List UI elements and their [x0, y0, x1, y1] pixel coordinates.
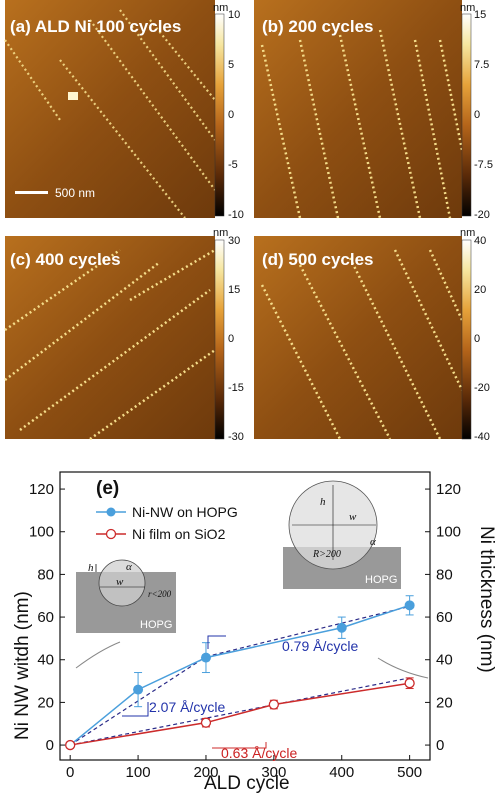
legend-label-nw: Ni-NW on HOPG [132, 504, 238, 520]
rate-label-2: 2.07 Å/cycle [149, 699, 225, 715]
y-tick-label: 120 [29, 481, 54, 498]
panel-label-e: (e) [96, 478, 119, 499]
afm-panel-a: 500 nm (a) ALD Ni 100 cycles nm 10 5 0 -… [5, 0, 244, 221]
legend-label-film: Ni film on SiO2 [132, 526, 226, 542]
panel-label-d: (d) 500 cycles [262, 250, 374, 269]
colorbar-c [215, 240, 224, 439]
afm-panel-c: (c) 400 cycles nm 30 15 0 -15 -30 [5, 227, 244, 443]
rate-label-3: 0.63 Å/cycle [221, 745, 297, 761]
cb-tick: -20 [474, 382, 490, 394]
inset-h: h [320, 496, 326, 508]
inset-h: h [88, 562, 94, 574]
x-tick-label: 500 [397, 764, 422, 781]
data-point-film [405, 679, 414, 688]
inset-right: h w α R>200 HOPG [283, 481, 401, 589]
y2-axis-title: Ni thickness (nm) [476, 526, 497, 673]
legend: Ni-NW on HOPG Ni film on SiO2 [96, 504, 238, 542]
cb-tick: 15 [474, 9, 486, 21]
legend-marker-nw [107, 508, 116, 517]
cb-tick: -40 [474, 431, 490, 443]
inset-w: w [349, 511, 357, 523]
data-point-nw [337, 623, 347, 633]
cb-tick: 15 [228, 284, 240, 296]
y-tick-label: 60 [37, 609, 54, 626]
inset-alpha: α [126, 561, 132, 573]
particle-blob [68, 92, 78, 100]
y2-tick-label: 20 [436, 694, 453, 711]
chart-e: 0100200300400500 020406080100120 0204060… [12, 472, 497, 794]
x-tick-label: 400 [329, 764, 354, 781]
x-tick-label: 0 [66, 764, 74, 781]
x-axis-title: ALD cycle [204, 773, 290, 794]
inset-alpha: α [370, 536, 376, 548]
cb-tick: 40 [474, 235, 486, 247]
colorbar-a [215, 14, 224, 216]
cb-tick: -10 [228, 209, 244, 221]
afm-panel-b: (b) 200 cycles nm 15 7.5 0 -7.5 -20 [254, 0, 493, 221]
cb-tick: 0 [474, 333, 480, 345]
cb-tick: -15 [228, 382, 244, 394]
y-tick-label: 100 [29, 524, 54, 541]
cb-tick: 7.5 [474, 59, 489, 71]
slope-triangle [208, 636, 226, 649]
x-tick-label: 100 [126, 764, 151, 781]
cb-tick: -7.5 [474, 159, 493, 171]
colorbar-b [462, 14, 471, 216]
legend-marker-film [107, 530, 116, 539]
rate-label-1: 0.79 Å/cycle [282, 638, 358, 654]
inset-r: r<200 [148, 589, 172, 599]
y2-tick-label: 0 [436, 737, 444, 754]
data-point-film [201, 718, 210, 727]
panel-label-b: (b) 200 cycles [262, 17, 374, 36]
afm-panel-d: (d) 500 cycles nm 40 20 0 -20 -40 [254, 227, 490, 443]
cb-tick: 0 [228, 333, 234, 345]
colorbar-unit-d: nm [460, 227, 475, 239]
data-point-film [66, 741, 75, 750]
fit-line [70, 678, 409, 745]
y-tick-label: 20 [37, 694, 54, 711]
y-axis-title: Ni NW witdh (nm) [12, 591, 33, 740]
cb-tick: -20 [474, 209, 490, 221]
inset-substrate: HOPG [140, 619, 172, 631]
scale-bar-label: 500 nm [55, 186, 95, 200]
cb-tick: -5 [228, 159, 238, 171]
pointer-arrow [76, 642, 120, 668]
colorbar-unit-b: nm [460, 2, 475, 14]
scale-bar [15, 191, 48, 194]
data-point-film [269, 700, 278, 709]
inset-left: h w α r<200 HOPG [76, 560, 176, 633]
y2-tick-label: 120 [436, 481, 461, 498]
inset-w: w [116, 576, 124, 588]
inset-r: R>200 [312, 549, 341, 560]
data-point-nw [133, 685, 143, 695]
colorbar-unit-c: nm [213, 227, 228, 239]
y2-tick-label: 100 [436, 524, 461, 541]
y-tick-label: 0 [46, 737, 54, 754]
data-point-nw [201, 653, 211, 663]
y2-tick-label: 80 [436, 566, 453, 583]
inset-substrate: HOPG [365, 574, 397, 586]
panel-label-a: (a) ALD Ni 100 cycles [10, 17, 181, 36]
cb-tick: -30 [228, 431, 244, 443]
cb-tick: 10 [228, 9, 240, 21]
y2-tick-label: 40 [436, 652, 453, 669]
y-tick-label: 40 [37, 652, 54, 669]
y-tick-label: 80 [37, 566, 54, 583]
cb-tick: 30 [228, 235, 240, 247]
y2-tick-label: 60 [436, 609, 453, 626]
cb-tick: 5 [228, 59, 234, 71]
cb-tick: 0 [474, 109, 480, 121]
series-line-1 [70, 683, 409, 745]
data-point-nw [405, 600, 415, 610]
colorbar-unit-a: nm [213, 2, 228, 14]
cb-tick: 0 [228, 109, 234, 121]
colorbar-d [462, 240, 471, 439]
pointer-arrow [378, 658, 428, 678]
panel-label-c: (c) 400 cycles [10, 250, 121, 269]
cb-tick: 20 [474, 284, 486, 296]
